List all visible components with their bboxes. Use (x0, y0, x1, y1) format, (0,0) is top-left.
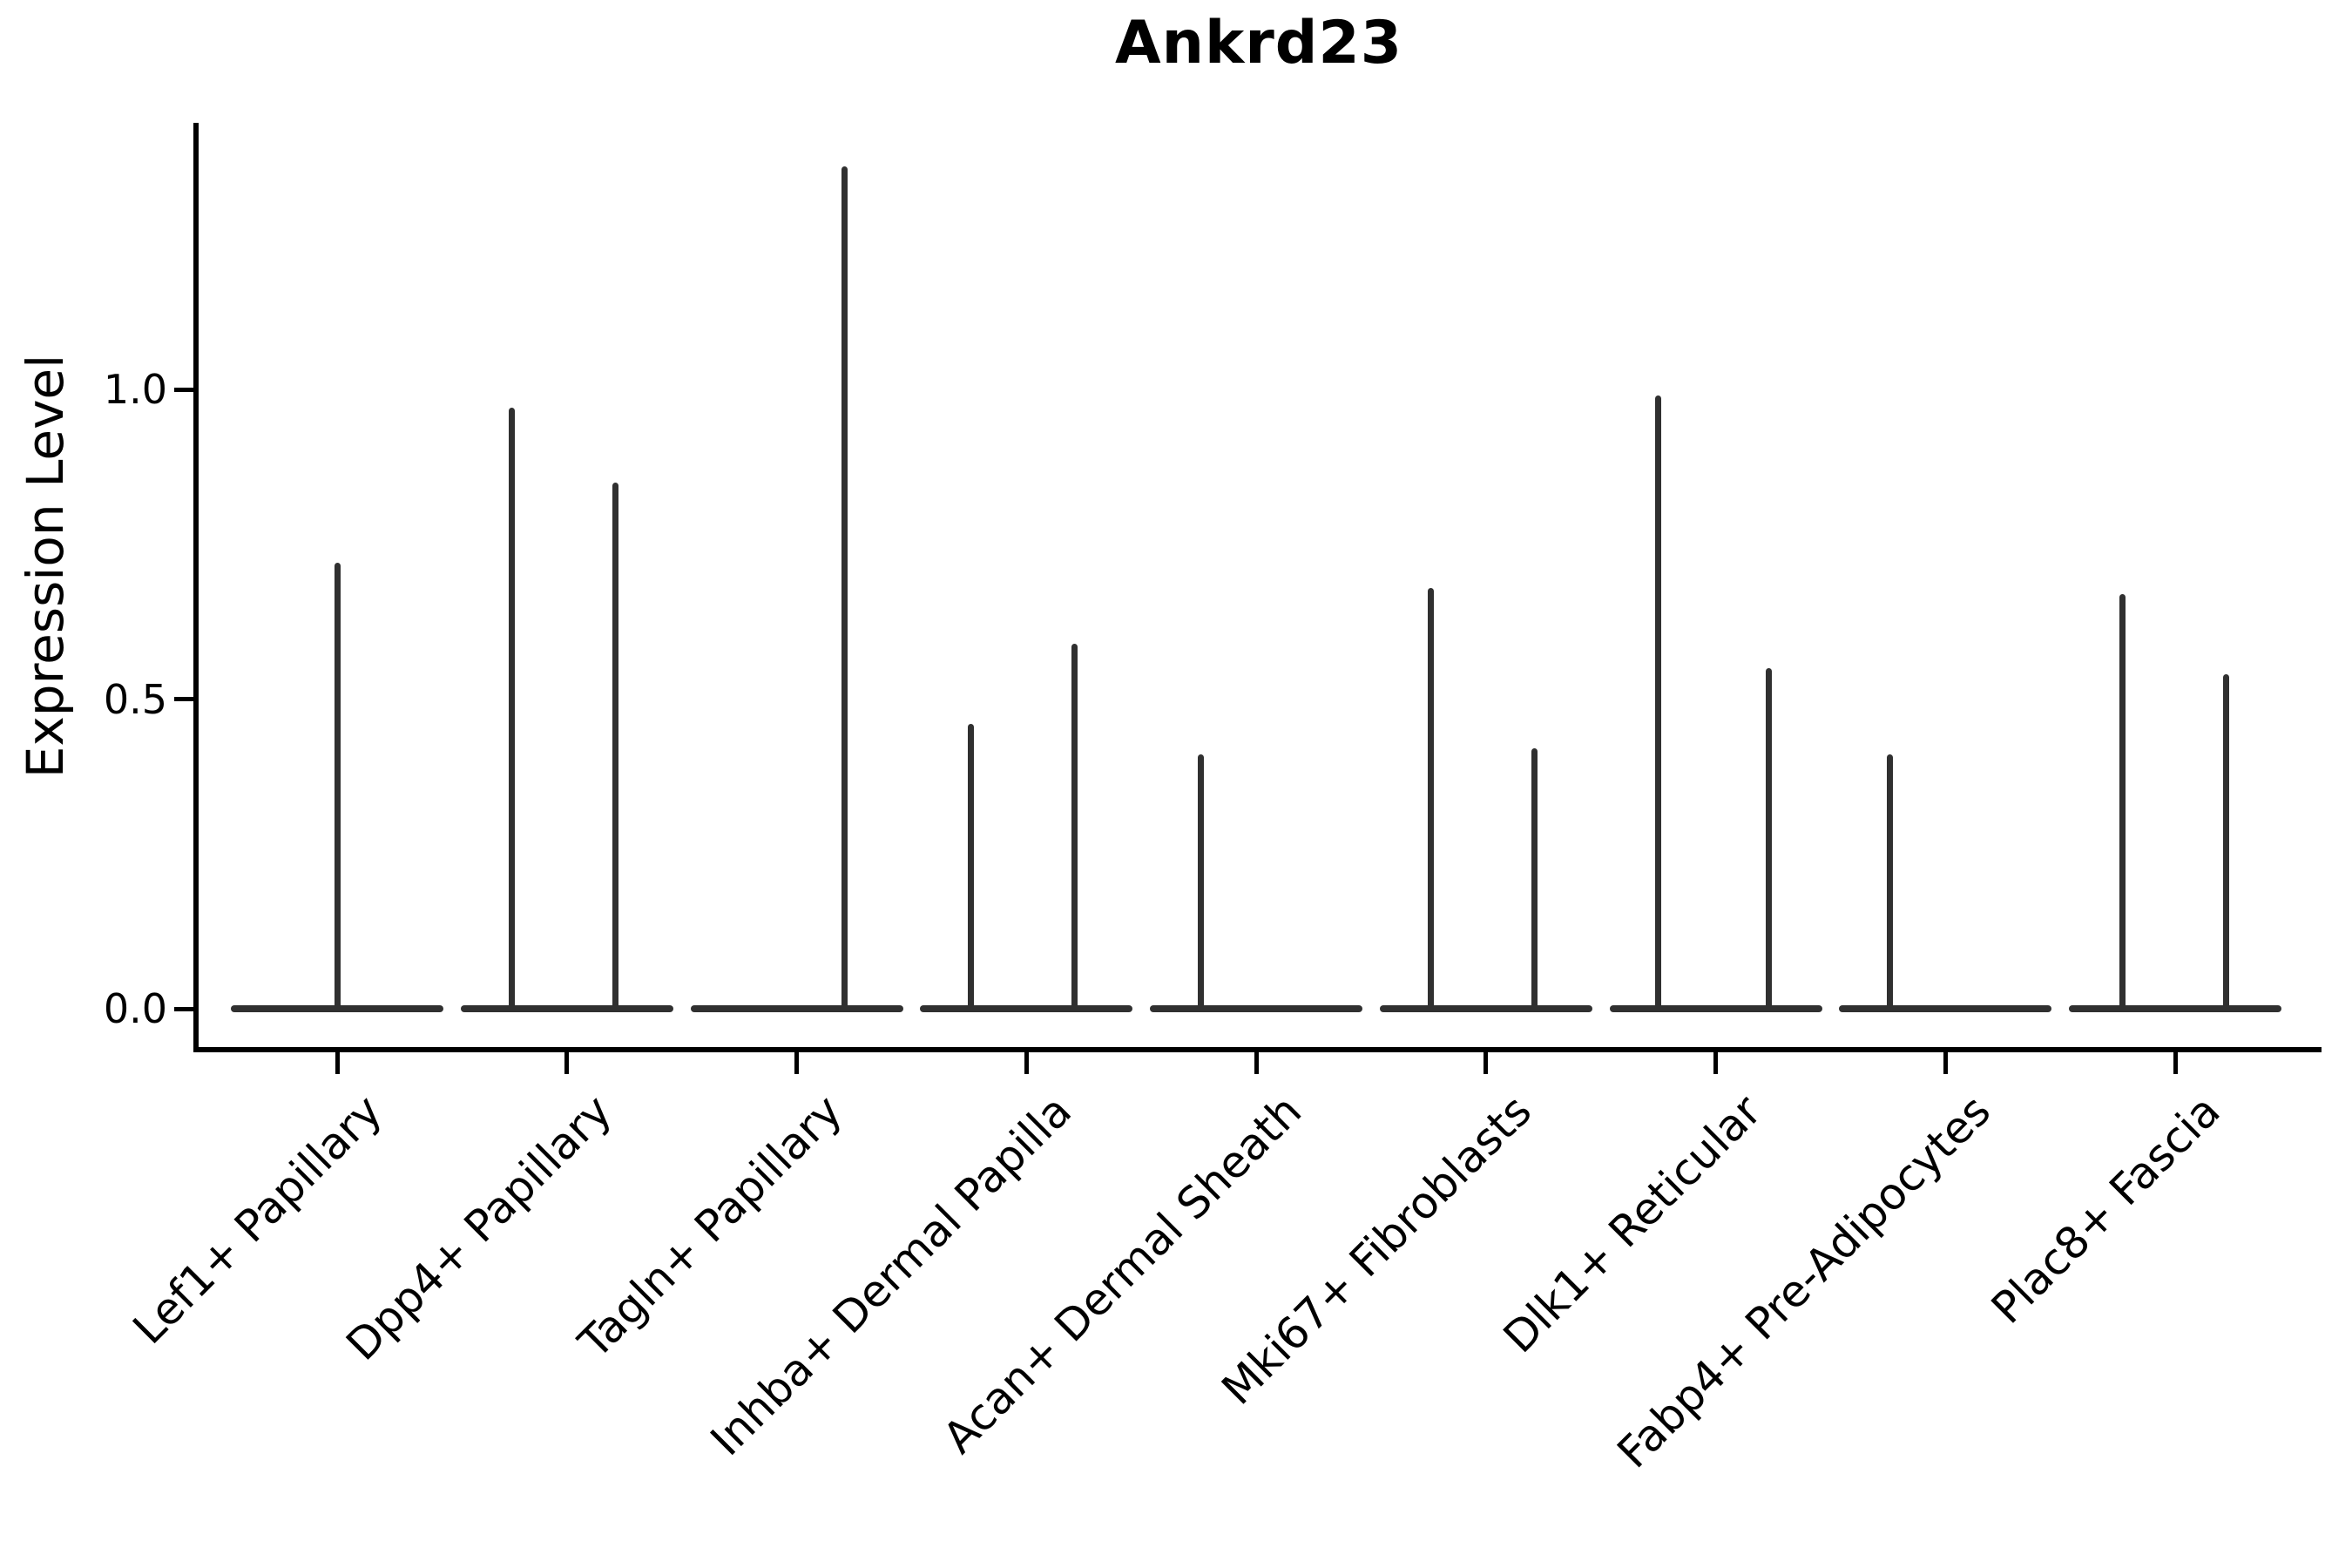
violin-spike (1427, 587, 1434, 1012)
violin-baseline (1609, 1005, 1822, 1012)
y-tick-label: 0.5 (103, 675, 167, 723)
y-tick-label: 1.0 (103, 366, 167, 413)
violin-spike (1198, 754, 1205, 1012)
chart-title: Ankrd23 (1114, 9, 1403, 78)
violin-spike (1765, 667, 1772, 1012)
x-tick-mark (794, 1052, 799, 1074)
x-tick-label: Lef1+ Papillary (123, 1085, 393, 1355)
violin-baseline (460, 1005, 673, 1012)
x-tick-label: Fabp4+ Pre-Adipocytes (1607, 1085, 2001, 1478)
x-tick-mark (2173, 1052, 2178, 1074)
violin-spike (334, 563, 341, 1012)
violin-baseline (2069, 1005, 2281, 1012)
x-tick-mark (1943, 1052, 1948, 1074)
violin-spike (2222, 674, 2229, 1012)
violin-spike (612, 482, 618, 1012)
x-axis-spine (193, 1047, 2322, 1052)
violin-baseline (1150, 1005, 1362, 1012)
x-tick-mark (1484, 1052, 1489, 1074)
x-tick-mark (1713, 1052, 1718, 1074)
x-tick-mark (335, 1052, 340, 1074)
y-axis-spine (193, 123, 199, 1052)
violin-baseline (1379, 1005, 1592, 1012)
x-tick-mark (1254, 1052, 1259, 1074)
y-tick-mark (174, 697, 193, 701)
violin-spike (841, 166, 848, 1012)
violin-spike (968, 723, 975, 1012)
x-tick-label: Plac8+ Fascia (1982, 1085, 2231, 1334)
x-tick-mark (564, 1052, 570, 1074)
violin-spike (1071, 643, 1078, 1012)
y-tick-mark (174, 1006, 193, 1011)
y-tick-label: 0.0 (103, 985, 167, 1032)
violin-spike (1655, 395, 1662, 1012)
violin-spike (508, 408, 515, 1012)
x-tick-mark (1024, 1052, 1029, 1074)
y-tick-mark (174, 387, 193, 392)
violin-baseline (920, 1005, 1133, 1012)
violin-baseline (690, 1005, 903, 1012)
violin-spike (1887, 754, 1894, 1012)
violin-spike (1531, 748, 1538, 1012)
violin-spike (2119, 593, 2126, 1012)
violin-baseline (1839, 1005, 2052, 1012)
